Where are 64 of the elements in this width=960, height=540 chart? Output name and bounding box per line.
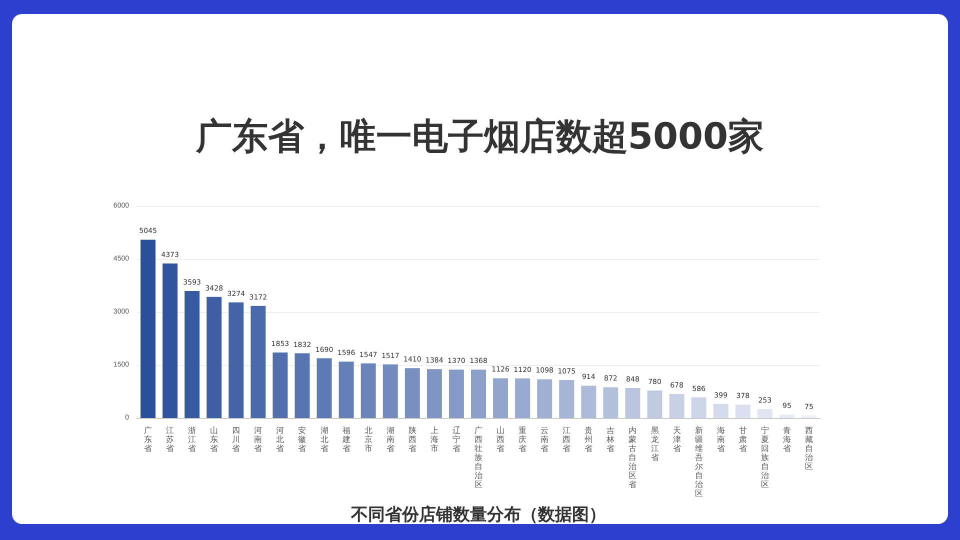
bar — [603, 387, 618, 418]
bar — [404, 368, 420, 418]
x-tick-label: 安徽省 — [298, 426, 306, 453]
x-tick-label: 浙江省 — [188, 426, 196, 453]
bar — [316, 358, 332, 418]
bar — [537, 379, 552, 418]
x-tick-label: 湖北省 — [320, 426, 328, 453]
x-tick-label: 新疆维吾尔自治区 — [694, 426, 703, 498]
x-tick-label: 海南省 — [716, 426, 725, 453]
bar — [559, 380, 574, 418]
x-tick-label: 福建省 — [341, 426, 350, 453]
x-tick-label: 江苏省 — [166, 426, 174, 453]
x-tick-label: 重庆省 — [518, 426, 527, 453]
x-tick-label: 北京市 — [364, 426, 372, 453]
bar — [272, 352, 288, 418]
bar — [140, 240, 156, 418]
bar — [669, 394, 684, 418]
x-tick-label: 河南省 — [254, 426, 262, 453]
x-tick-label: 甘肃省 — [738, 426, 747, 453]
bar — [801, 415, 816, 418]
x-tick-label: 黑龙江省 — [650, 426, 659, 462]
bar — [691, 397, 706, 418]
x-tick-label: 云南省 — [540, 426, 549, 453]
bar — [338, 362, 354, 418]
x-tick-label: 西藏自治区 — [804, 426, 813, 471]
x-tick-label: 四川省 — [232, 426, 240, 453]
bar — [360, 363, 376, 418]
x-tick-label: 江西省 — [562, 426, 571, 453]
bar — [735, 404, 750, 418]
bar — [206, 296, 222, 418]
x-axis-title: 不同省份店铺数量分布（数据图） — [350, 505, 606, 524]
bar — [779, 414, 794, 418]
bar — [426, 369, 442, 418]
x-tick-label: 贵州省 — [584, 426, 593, 453]
bar — [162, 263, 178, 418]
bar — [471, 370, 486, 418]
bar — [713, 404, 728, 418]
bar — [647, 390, 662, 418]
x-tick-label: 宁夏回族自治区 — [760, 426, 769, 489]
chart-title: 广东省，唯一电子烟店数超5000家 — [194, 116, 764, 158]
x-tick-label: 湖南省 — [386, 426, 394, 453]
bar — [382, 364, 398, 418]
x-tick-label: 辽宁省 — [452, 426, 460, 453]
x-tick-label: 河北省 — [276, 426, 284, 453]
x-tick-label: 陕西省 — [408, 426, 416, 453]
bar — [581, 386, 596, 418]
x-tick-label: 天津省 — [672, 426, 681, 453]
bar — [184, 291, 200, 418]
bar — [493, 378, 508, 418]
bar — [250, 306, 266, 418]
bar — [625, 388, 640, 418]
x-tick-label: 广东省 — [144, 426, 152, 453]
x-tick-label: 吉林省 — [606, 426, 615, 453]
bar — [515, 378, 530, 418]
x-tick-label: 山东省 — [210, 426, 218, 453]
x-tick-label: 青海省 — [782, 426, 791, 453]
x-tick-label: 上海市 — [430, 426, 438, 453]
bar — [448, 370, 464, 418]
x-tick-label: 广西壮族自治区 — [474, 426, 482, 489]
x-tick-label: 山西省 — [496, 426, 505, 453]
x-tick-label: 内蒙古自治区省 — [628, 426, 637, 489]
bar — [228, 302, 244, 418]
bar — [757, 409, 772, 418]
bar — [294, 353, 310, 418]
